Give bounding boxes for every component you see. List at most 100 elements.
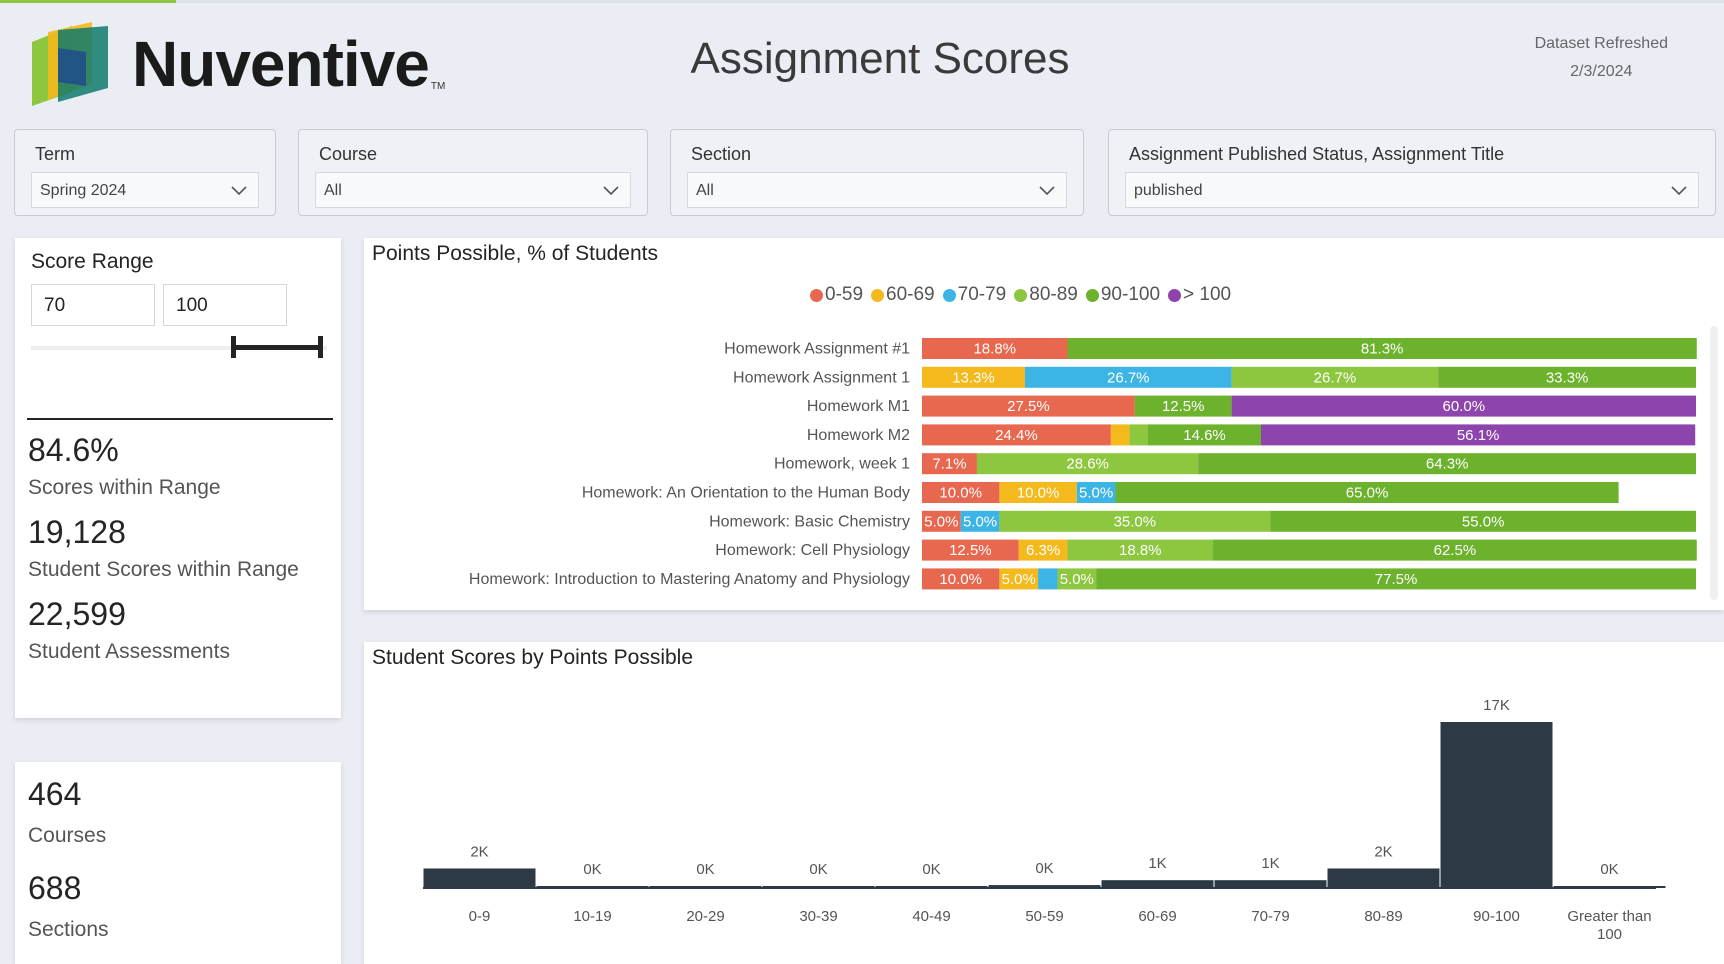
bar-data-label: 33.3% — [1546, 369, 1589, 386]
bar-segment[interactable] — [1129, 424, 1149, 446]
x-tick-label: 70-79 — [1251, 908, 1289, 925]
nuventive-logo: Nuventive TM — [28, 22, 445, 106]
bar-segment[interactable] — [1024, 366, 1232, 388]
score-max-input[interactable]: 100 — [163, 284, 287, 326]
x-tick-label: 0-9 — [469, 908, 491, 925]
column-bar[interactable] — [1101, 880, 1214, 888]
column-data-label: 2K — [470, 843, 488, 860]
scores-in-range-value: 19,128 — [28, 514, 126, 550]
bar-data-label: 13.3% — [952, 369, 995, 386]
bar-segment[interactable] — [1270, 510, 1696, 532]
bar-data-label: 65.0% — [1346, 485, 1389, 502]
column-bar[interactable] — [1214, 880, 1327, 888]
bar-segment[interactable] — [1057, 568, 1097, 590]
filter-course-label: Course — [319, 144, 378, 164]
nuventive-logo-icon — [32, 22, 108, 106]
column-bar[interactable] — [649, 886, 762, 888]
legend-label: 0-59 — [825, 284, 864, 305]
bar-data-label: 81.3% — [1361, 341, 1404, 358]
bar-segment[interactable] — [1018, 539, 1068, 561]
legend-label: > 100 — [1183, 284, 1232, 305]
legend-item-0[interactable]: 0-59 — [810, 284, 863, 306]
bar-segment[interactable] — [1076, 482, 1116, 503]
bar-segment[interactable] — [1110, 424, 1130, 446]
bar-data-label: 24.4% — [995, 427, 1038, 444]
bar-segment[interactable] — [976, 453, 1199, 475]
bar-segment[interactable] — [1148, 424, 1262, 446]
column-data-label: 0K — [1035, 860, 1053, 877]
section-dropdown[interactable]: All — [687, 172, 1067, 208]
x-tick-label: 50-59 — [1025, 908, 1063, 925]
column-data-label: 0K — [696, 861, 714, 878]
legend-item-4[interactable]: 90-100 — [1085, 284, 1160, 306]
bar-data-label: 5.0% — [1002, 571, 1036, 588]
bar-segment[interactable] — [922, 568, 1000, 590]
sections-value: 688 — [28, 870, 82, 906]
column-bar[interactable] — [762, 886, 875, 888]
legend-item-1[interactable]: 60-69 — [871, 284, 935, 306]
bar-segment[interactable] — [1438, 366, 1696, 388]
category-label: Homework Assignment #1 — [724, 341, 910, 358]
bar-data-label: 26.7% — [1107, 369, 1150, 386]
bar-segment[interactable] — [922, 395, 1135, 417]
bar-segment[interactable] — [1038, 568, 1058, 590]
column-bar[interactable] — [1440, 722, 1553, 888]
column-bar[interactable] — [536, 886, 649, 888]
column-data-label: 0K — [583, 861, 601, 878]
bar-segment[interactable] — [1231, 395, 1696, 417]
bar-segment[interactable] — [1231, 366, 1439, 388]
bar-segment[interactable] — [922, 482, 1000, 503]
bar-segment[interactable] — [1198, 453, 1696, 475]
column-bar[interactable] — [423, 868, 536, 888]
column-bar[interactable] — [875, 886, 988, 888]
filter-course: Course All — [298, 129, 648, 216]
legend-item-5[interactable]: > 100 — [1168, 284, 1231, 306]
x-tick-label: 60-69 — [1138, 908, 1176, 925]
chart2-plot: 2K 0-9 0K 10-19 0K 20-29 0K 30-39 0K 40-49 0K 50-59… — [423, 697, 1666, 943]
score-min-input[interactable]: 70 — [31, 284, 155, 326]
column-bar[interactable] — [988, 885, 1101, 888]
x-tick-label: 90-100 — [1473, 908, 1520, 925]
term-dropdown[interactable]: Spring 2024 — [31, 172, 259, 208]
bar-segment[interactable] — [922, 424, 1111, 446]
column-bar[interactable] — [1553, 886, 1666, 888]
bar-segment[interactable] — [1213, 539, 1697, 561]
bar-segment[interactable] — [922, 510, 961, 532]
legend-item-3[interactable]: 80-89 — [1014, 284, 1078, 306]
assignment-dropdown[interactable]: published — [1125, 172, 1699, 208]
bar-segment[interactable] — [999, 568, 1039, 590]
bar-segment[interactable] — [1067, 338, 1697, 359]
legend-item-2[interactable]: 70-79 — [942, 284, 1006, 306]
bar-data-label: 14.6% — [1183, 427, 1226, 444]
points-possible-chart: Points Possible, % of Students 0-59 60-69… — [364, 238, 1724, 610]
bar-segment[interactable] — [1096, 568, 1696, 590]
bar-data-label: 28.6% — [1066, 456, 1109, 473]
course-dropdown[interactable]: All — [315, 172, 631, 208]
bar-segment[interactable] — [1067, 539, 1214, 561]
bar-segment[interactable] — [922, 366, 1025, 388]
legend-dot — [871, 288, 885, 302]
bar-segment[interactable] — [999, 510, 1271, 532]
bar-segment[interactable] — [999, 482, 1077, 503]
bar-segment[interactable] — [960, 510, 1000, 532]
bar-segment[interactable] — [1134, 395, 1232, 417]
assessments-label: Student Assessments — [28, 640, 230, 663]
score-slider-track[interactable] — [31, 346, 327, 350]
legend-dot — [1168, 288, 1182, 302]
bar-segment[interactable] — [922, 453, 977, 475]
bar-segment[interactable] — [922, 338, 1068, 359]
chart1-scrollbar[interactable] — [1710, 326, 1718, 600]
score-slider-handle-max[interactable] — [318, 336, 323, 358]
section-value: All — [696, 182, 714, 199]
bar-segment[interactable] — [1261, 424, 1696, 446]
score-slider-handle-min[interactable] — [231, 336, 236, 358]
score-range-title: Score Range — [31, 250, 154, 273]
chart2-title: Student Scores by Points Possible — [372, 646, 694, 669]
bar-segment[interactable] — [1115, 482, 1619, 503]
counts-card: 464 Courses 688 Sections — [15, 762, 341, 964]
category-label: Homework, week 1 — [774, 456, 910, 473]
top-accent-line — [0, 0, 1724, 3]
column-bar[interactable] — [1327, 868, 1440, 888]
page-title: Assignment Scores — [690, 34, 1070, 83]
bar-segment[interactable] — [922, 539, 1019, 561]
